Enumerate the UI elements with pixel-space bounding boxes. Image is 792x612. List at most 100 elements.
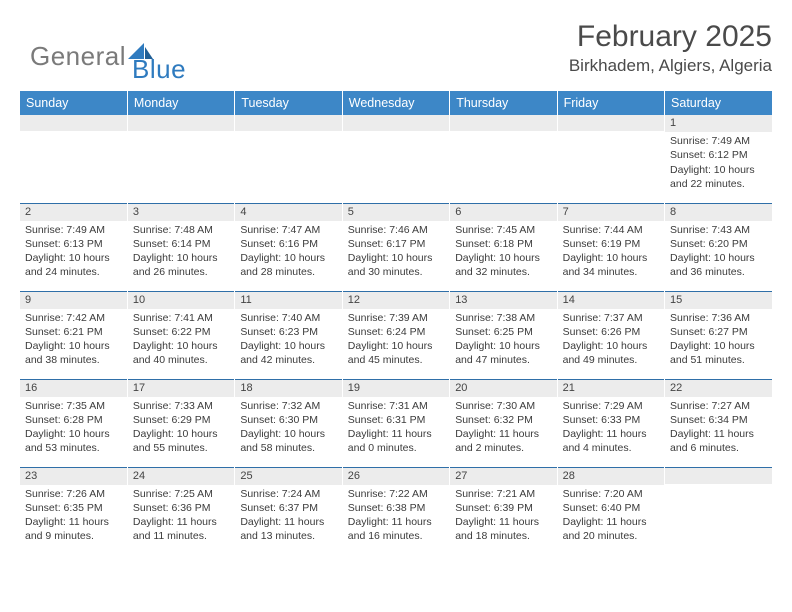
sunrise-text: Sunrise: 7:44 AM [563,223,659,237]
sunset-text: Sunset: 6:36 PM [133,501,229,515]
day-number: 19 [343,380,449,397]
calendar-week-row: 23Sunrise: 7:26 AMSunset: 6:35 PMDayligh… [20,467,772,555]
day-number: 3 [128,204,234,221]
day-number [235,115,341,131]
day-number [558,115,664,131]
sunrise-text: Sunrise: 7:21 AM [455,487,551,501]
day-number: 27 [450,468,556,485]
day-number: 11 [235,292,341,309]
day-number [20,115,127,131]
day-details: Sunrise: 7:49 AMSunset: 6:13 PMDaylight:… [20,221,127,284]
calendar-day-cell: 25Sunrise: 7:24 AMSunset: 6:37 PMDayligh… [235,467,342,555]
daylight-text: Daylight: 11 hours and 13 minutes. [240,515,336,543]
sunset-text: Sunset: 6:14 PM [133,237,229,251]
sunset-text: Sunset: 6:33 PM [563,413,659,427]
sunrise-text: Sunrise: 7:48 AM [133,223,229,237]
calendar-body: 1Sunrise: 7:49 AMSunset: 6:12 PMDaylight… [20,115,772,555]
day-number: 2 [20,204,127,221]
daylight-text: Daylight: 10 hours and 30 minutes. [348,251,444,279]
sunrise-text: Sunrise: 7:24 AM [240,487,336,501]
sunset-text: Sunset: 6:17 PM [348,237,444,251]
sunrise-text: Sunrise: 7:45 AM [455,223,551,237]
day-number: 17 [128,380,234,397]
calendar-day-cell: 22Sunrise: 7:27 AMSunset: 6:34 PMDayligh… [665,379,772,467]
sunset-text: Sunset: 6:37 PM [240,501,336,515]
day-details: Sunrise: 7:29 AMSunset: 6:33 PMDaylight:… [558,397,664,460]
day-details: Sunrise: 7:46 AMSunset: 6:17 PMDaylight:… [343,221,449,284]
sunset-text: Sunset: 6:21 PM [25,325,122,339]
day-details: Sunrise: 7:27 AMSunset: 6:34 PMDaylight:… [665,397,772,460]
sunset-text: Sunset: 6:24 PM [348,325,444,339]
logo-text-blue: Blue [132,54,186,85]
daylight-text: Daylight: 10 hours and 42 minutes. [240,339,336,367]
day-details: Sunrise: 7:37 AMSunset: 6:26 PMDaylight:… [558,309,664,372]
calendar-day-cell [20,115,127,203]
day-number: 25 [235,468,341,485]
calendar-day-cell: 23Sunrise: 7:26 AMSunset: 6:35 PMDayligh… [20,467,127,555]
calendar-day-cell: 3Sunrise: 7:48 AMSunset: 6:14 PMDaylight… [127,203,234,291]
sunset-text: Sunset: 6:31 PM [348,413,444,427]
sunrise-text: Sunrise: 7:32 AM [240,399,336,413]
daylight-text: Daylight: 10 hours and 51 minutes. [670,339,767,367]
daylight-text: Daylight: 11 hours and 2 minutes. [455,427,551,455]
sunrise-text: Sunrise: 7:49 AM [25,223,122,237]
day-details: Sunrise: 7:30 AMSunset: 6:32 PMDaylight:… [450,397,556,460]
sunset-text: Sunset: 6:26 PM [563,325,659,339]
day-details: Sunrise: 7:47 AMSunset: 6:16 PMDaylight:… [235,221,341,284]
day-number: 10 [128,292,234,309]
day-number: 21 [558,380,664,397]
day-number: 9 [20,292,127,309]
calendar-day-cell: 21Sunrise: 7:29 AMSunset: 6:33 PMDayligh… [557,379,664,467]
day-details: Sunrise: 7:48 AMSunset: 6:14 PMDaylight:… [128,221,234,284]
logo-text-general: General [30,41,126,72]
sunrise-text: Sunrise: 7:46 AM [348,223,444,237]
logo: General Blue [30,28,186,85]
day-number [128,115,234,131]
sunrise-text: Sunrise: 7:42 AM [25,311,122,325]
calendar-page: General Blue February 2025 Birkhadem, Al… [0,0,792,612]
day-number: 18 [235,380,341,397]
day-header: Thursday [450,91,557,115]
daylight-text: Daylight: 10 hours and 55 minutes. [133,427,229,455]
day-number: 14 [558,292,664,309]
sunrise-text: Sunrise: 7:38 AM [455,311,551,325]
day-details: Sunrise: 7:31 AMSunset: 6:31 PMDaylight:… [343,397,449,460]
day-details: Sunrise: 7:40 AMSunset: 6:23 PMDaylight:… [235,309,341,372]
daylight-text: Daylight: 10 hours and 24 minutes. [25,251,122,279]
daylight-text: Daylight: 11 hours and 9 minutes. [25,515,122,543]
daylight-text: Daylight: 10 hours and 26 minutes. [133,251,229,279]
sunset-text: Sunset: 6:40 PM [563,501,659,515]
calendar-week-row: 16Sunrise: 7:35 AMSunset: 6:28 PMDayligh… [20,379,772,467]
location: Birkhadem, Algiers, Algeria [569,56,772,76]
day-number: 22 [665,380,772,397]
sunrise-text: Sunrise: 7:20 AM [563,487,659,501]
sunrise-text: Sunrise: 7:33 AM [133,399,229,413]
calendar-day-cell [557,115,664,203]
day-details: Sunrise: 7:26 AMSunset: 6:35 PMDaylight:… [20,485,127,548]
sunrise-text: Sunrise: 7:22 AM [348,487,444,501]
day-number [450,115,556,131]
sunset-text: Sunset: 6:16 PM [240,237,336,251]
daylight-text: Daylight: 10 hours and 40 minutes. [133,339,229,367]
calendar-day-cell: 10Sunrise: 7:41 AMSunset: 6:22 PMDayligh… [127,291,234,379]
day-details: Sunrise: 7:33 AMSunset: 6:29 PMDaylight:… [128,397,234,460]
calendar-day-cell [450,115,557,203]
day-number: 26 [343,468,449,485]
calendar-day-cell: 20Sunrise: 7:30 AMSunset: 6:32 PMDayligh… [450,379,557,467]
daylight-text: Daylight: 10 hours and 34 minutes. [563,251,659,279]
day-number: 28 [558,468,664,485]
day-header-row: SundayMondayTuesdayWednesdayThursdayFrid… [20,91,772,115]
header: General Blue February 2025 Birkhadem, Al… [20,20,772,85]
day-details: Sunrise: 7:24 AMSunset: 6:37 PMDaylight:… [235,485,341,548]
sunset-text: Sunset: 6:22 PM [133,325,229,339]
sunset-text: Sunset: 6:20 PM [670,237,767,251]
day-details: Sunrise: 7:39 AMSunset: 6:24 PMDaylight:… [343,309,449,372]
sunset-text: Sunset: 6:25 PM [455,325,551,339]
day-number [665,468,772,484]
calendar-day-cell [342,115,449,203]
sunrise-text: Sunrise: 7:25 AM [133,487,229,501]
day-number: 20 [450,380,556,397]
calendar-table: SundayMondayTuesdayWednesdayThursdayFrid… [20,91,772,555]
sunrise-text: Sunrise: 7:40 AM [240,311,336,325]
calendar-head: SundayMondayTuesdayWednesdayThursdayFrid… [20,91,772,115]
